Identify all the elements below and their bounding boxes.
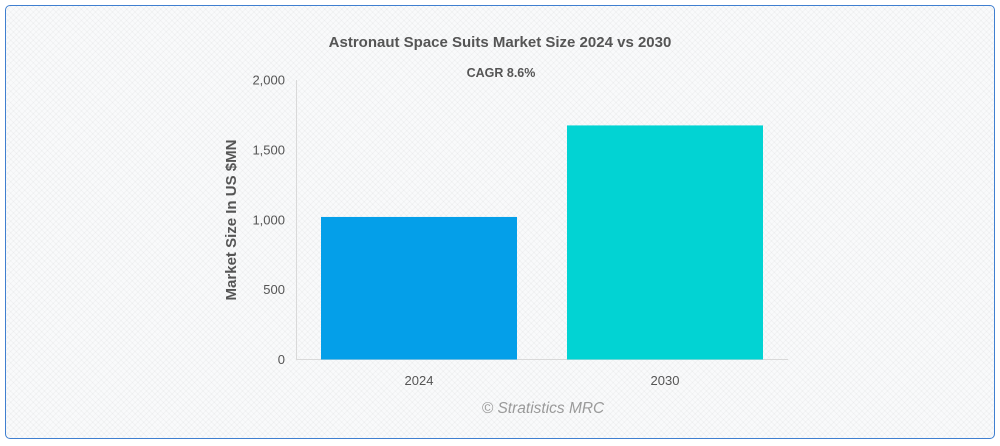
y-tick-label: 1,500 (252, 142, 285, 157)
y-tick-label: 500 (263, 282, 285, 297)
bar-2030 (567, 125, 763, 360)
y-tick-label: 2,000 (252, 73, 285, 88)
bar-2024 (321, 216, 517, 360)
y-axis-label: Market Size In US $MN (223, 140, 240, 301)
x-tick-label: 2024 (405, 373, 434, 388)
y-tick-label: 0 (278, 352, 285, 367)
chart-subtitle: CAGR 8.6% (467, 66, 536, 80)
x-tick-label: 2030 (651, 373, 680, 388)
y-tick-label: 1,000 (252, 212, 285, 227)
chart-title: Astronaut Space Suits Market Size 2024 v… (329, 34, 672, 51)
source-credit: © Stratistics MRC (482, 400, 605, 417)
